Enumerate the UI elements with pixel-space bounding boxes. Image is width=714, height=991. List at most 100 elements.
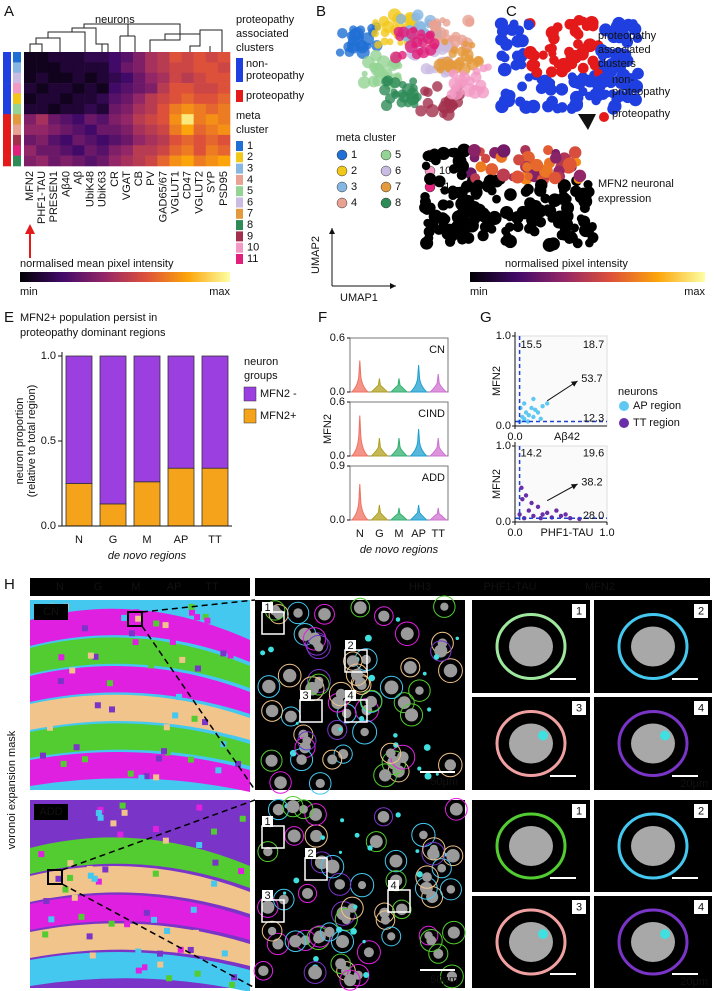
marker-label: UbiK63: [97, 171, 109, 207]
umap-dot: [569, 57, 578, 66]
heatmap-cell: [48, 145, 61, 156]
nucleus: [377, 811, 390, 823]
tau-spot: [455, 636, 459, 641]
heatmap-cell: [108, 155, 122, 167]
heatmap-cell: [108, 145, 122, 156]
dendrogram: [29, 23, 223, 52]
mask-pixel: [230, 947, 237, 954]
cell-outline: [418, 925, 439, 946]
nucleus: [509, 626, 553, 667]
nucleus: [434, 644, 448, 658]
nucleus: [509, 723, 553, 764]
tau-spot: [422, 671, 427, 676]
cell-outline: [373, 763, 398, 788]
umap-dot: [617, 27, 629, 39]
legend-title: proteopathy: [598, 30, 657, 42]
heatmap-cell: [205, 155, 219, 167]
legend-label: AP region: [633, 400, 681, 412]
tau-spot: [295, 721, 299, 725]
mask-region: [30, 837, 250, 888]
umap-dot: [378, 16, 390, 27]
nucleus: [314, 680, 324, 689]
heatmap-cell: [96, 145, 110, 156]
legend-label: 1: [351, 149, 357, 161]
nucleus: [404, 708, 419, 722]
cell-outline: [440, 964, 464, 989]
heatmap-cell: [72, 62, 85, 74]
bar-segment: [65, 483, 93, 527]
heatmap-cell: [169, 52, 182, 63]
heatmap-cell: [120, 134, 134, 146]
inset-number: 3: [264, 890, 270, 902]
umap-dot: [546, 237, 560, 251]
cell-outline: [284, 826, 305, 846]
point: [538, 416, 543, 421]
legend-label: 4: [351, 197, 357, 209]
legend-title: associated: [236, 28, 289, 40]
umap-dot: [492, 194, 501, 204]
point: [531, 414, 536, 420]
tau-spot: [417, 766, 422, 771]
inset-number: 2: [307, 848, 313, 860]
mask-pixel: [60, 760, 67, 767]
cluster-bar: [13, 145, 21, 156]
legend-title: clusters: [598, 58, 636, 70]
umap-dot: [441, 38, 449, 46]
quadrant-label: 18.7: [583, 339, 604, 351]
group-bar: [3, 72, 11, 84]
annotation-arrow: [546, 483, 578, 502]
umap-dot: [512, 221, 524, 233]
point: [529, 405, 534, 411]
zoom-box: [127, 611, 143, 627]
umap-dot: [430, 155, 441, 166]
umap-dot: [571, 79, 580, 88]
mask-region: [30, 608, 250, 662]
umap-dot: [374, 41, 382, 49]
heatmap-cell: [169, 114, 182, 125]
umap-x-label: UMAP1: [340, 292, 378, 304]
umap-dot: [372, 75, 383, 87]
inset-tag: [694, 701, 708, 715]
mask-pixel: [210, 828, 217, 835]
legend-label: 5: [395, 149, 401, 161]
heatmap-cell: [193, 52, 207, 63]
cell-outline: [302, 627, 327, 651]
cell-outline: [384, 849, 408, 873]
quadrant-label: 38.2: [581, 476, 602, 488]
umap-dot: [370, 49, 382, 62]
mask-pixel: [121, 614, 128, 621]
x-tick-label: N: [75, 534, 83, 546]
nucleus: [338, 749, 349, 760]
mask-pixel: [194, 614, 201, 621]
violin: [350, 360, 370, 393]
mask-pixel: [143, 773, 150, 780]
umap-dot: [616, 68, 631, 83]
legend-label: 3: [351, 181, 357, 193]
mask-pixel: [187, 946, 194, 953]
heatmap-cell: [145, 62, 158, 74]
tau-spot: [424, 772, 432, 780]
heatmap-cell: [72, 52, 85, 63]
heatmap-cell: [120, 62, 134, 74]
umap-dot: [576, 214, 586, 223]
heatmap-cell: [133, 52, 146, 63]
nucleus: [396, 751, 409, 764]
umap-dot: [433, 175, 446, 188]
heatmap-cell: [60, 124, 73, 136]
heatmap-cell: [72, 155, 85, 167]
heatmap-cell: [217, 134, 231, 146]
cell-outline: [360, 689, 383, 712]
umap-dot: [384, 93, 396, 104]
colorbar-min: min: [470, 286, 488, 298]
heatmap-cell: [72, 124, 85, 136]
point: [563, 512, 568, 517]
heatmap-cell: [60, 134, 73, 146]
cell-outline: [422, 837, 446, 861]
legend-swatch: [236, 254, 243, 264]
inset-number: 1: [264, 816, 270, 828]
umap-dot: [423, 218, 432, 228]
cell-outline: [266, 932, 290, 956]
legend-title: associated: [598, 44, 651, 56]
heatmap-cell: [72, 134, 85, 146]
heatmap-cell: [133, 134, 146, 146]
